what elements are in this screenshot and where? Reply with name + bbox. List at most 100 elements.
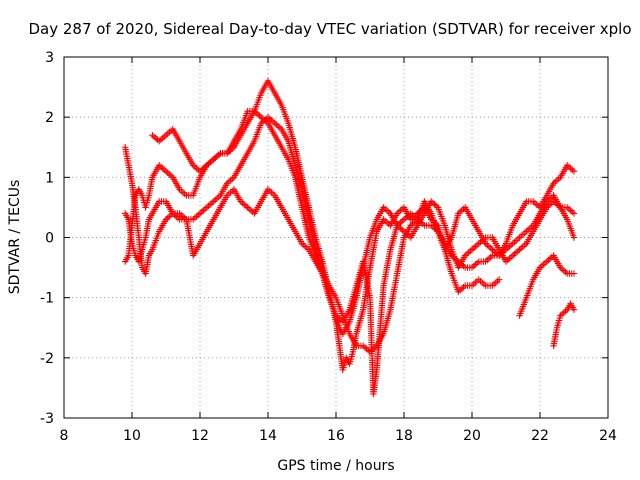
data-point [352,296,359,304]
x-tick-label: 12 [191,428,209,444]
data-point [349,351,356,358]
series-4 [149,107,578,398]
data-point [284,154,291,161]
data-point [284,136,291,143]
data-point [175,136,182,143]
data-point [553,326,560,334]
data-point [229,140,237,147]
data-point [145,218,152,225]
data-point [556,314,563,322]
data-point [480,280,488,288]
data-point [256,200,264,207]
data-point [263,118,270,125]
data-point [154,200,162,207]
data-point [473,241,481,249]
data-point [236,128,243,135]
data-point [215,193,222,201]
data-point [521,229,528,237]
data-point [175,184,182,191]
data-point [487,253,494,261]
data-point [201,163,209,171]
data-point [128,238,135,245]
data-point [466,282,473,289]
data-points [122,77,578,398]
data-point [331,292,339,299]
data-point [556,262,563,269]
data-point [137,190,145,197]
data-point [473,259,481,267]
y-tick-label: 1 [45,170,54,186]
data-point [440,220,448,227]
x-tick-label: 8 [60,428,69,444]
data-point [161,166,168,174]
chart-title: Day 287 of 2020, Sidereal Day-to-day VTE… [28,20,631,38]
data-point [138,262,146,269]
x-tick-label: 24 [599,428,617,444]
data-point [167,172,175,180]
data-point [303,244,311,252]
data-point [311,250,318,257]
data-point [562,214,570,221]
data-point [399,217,406,225]
data-point [569,166,576,174]
data-point [174,214,182,222]
data-point [480,235,488,243]
data-point [508,224,516,231]
data-point [541,259,549,267]
data-point [507,253,515,261]
data-point [433,226,441,233]
data-point [535,266,543,273]
data-point [148,176,156,183]
data-point [352,284,359,292]
data-point [222,194,230,201]
data-point [529,278,536,286]
data-point [501,242,509,249]
data-point [514,235,522,243]
data-point [460,283,467,291]
data-point [480,258,487,265]
data-point [494,277,501,285]
data-point [379,332,386,339]
data-point [195,211,202,219]
data-point [124,254,131,261]
data-point [447,268,455,275]
data-point [215,151,222,158]
data-point [257,92,264,99]
data-point [161,218,169,225]
data-point [290,226,298,233]
y-axis-label: SDTVAR / TECUs [7,180,23,295]
data-point [474,226,481,233]
data-point [507,241,515,249]
data-point [148,212,155,219]
data-point [569,304,577,311]
data-point [124,159,132,167]
data-point [131,249,138,257]
data-point [236,196,243,203]
data-point [221,150,229,157]
data-point [535,218,543,225]
data-point [460,254,468,261]
data-point [277,142,284,149]
data-point [124,214,131,221]
data-point [195,176,203,183]
data-point [291,159,298,167]
x-tick-label: 22 [531,428,549,444]
data-point [569,208,576,216]
data-point [373,230,380,237]
data-point [201,205,209,213]
data-point [386,308,393,316]
data-point [298,171,305,179]
data-point [311,232,319,239]
data-point [527,198,535,205]
data-point [188,160,196,167]
data-point [447,244,455,251]
data-point [433,202,440,210]
data-point [420,212,427,219]
data-point [269,190,277,198]
data-point [269,118,277,125]
data-point [522,296,529,304]
data-point [291,141,298,149]
data-point [202,230,209,237]
data-point [297,238,305,245]
